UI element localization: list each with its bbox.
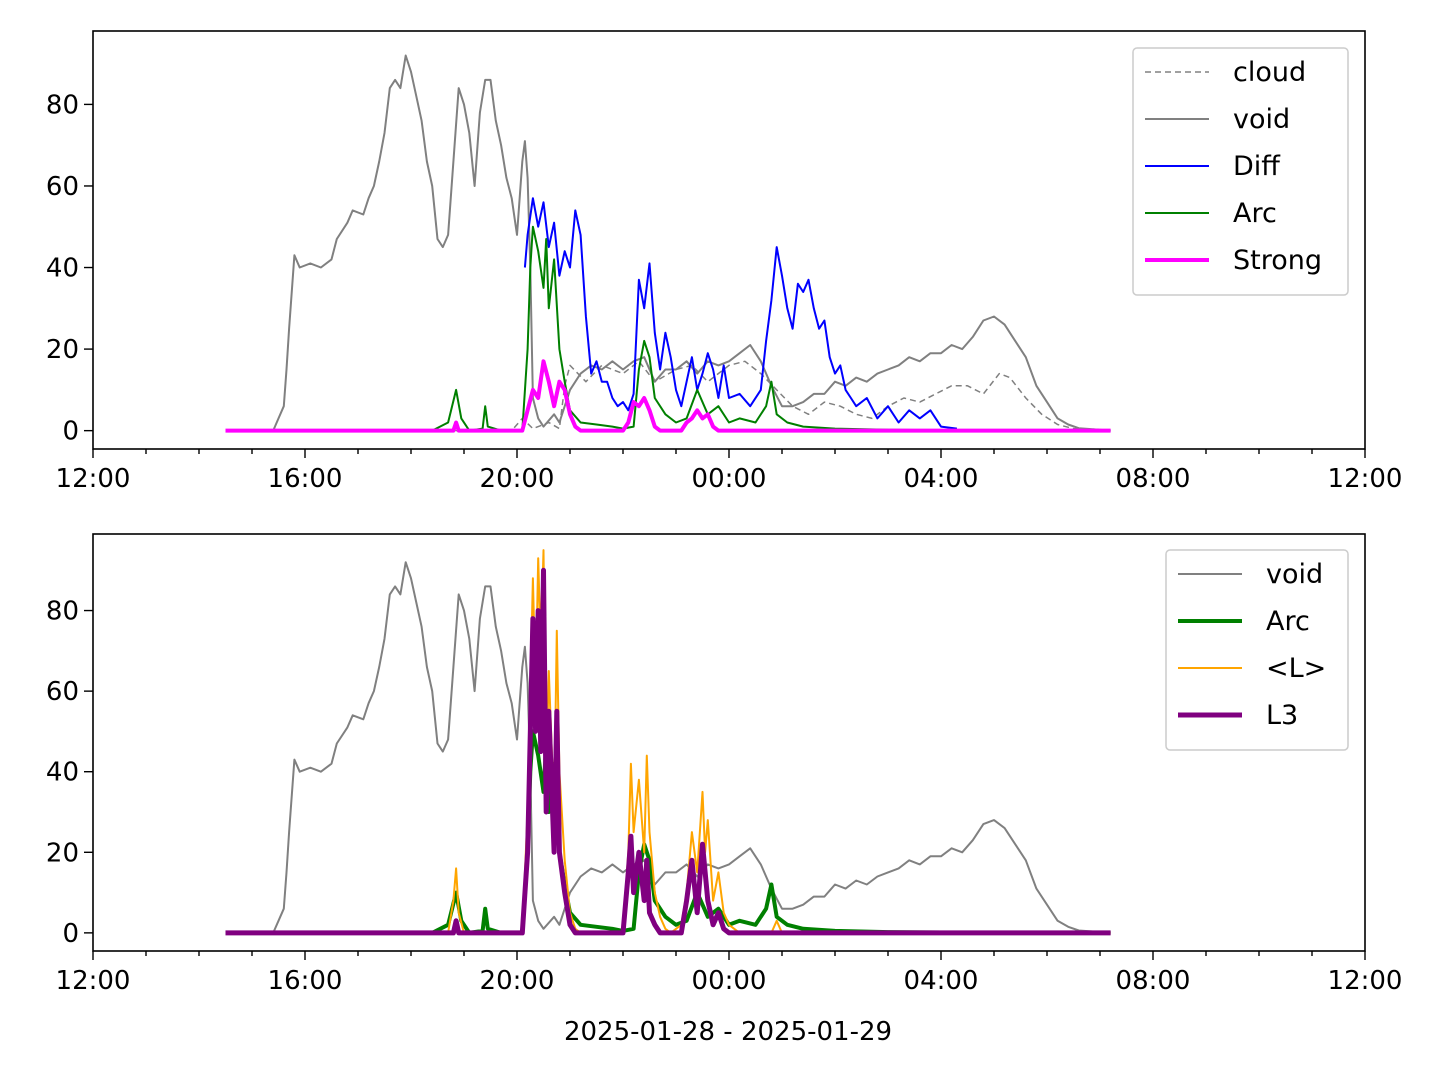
- y-tick-label: 20: [46, 335, 79, 365]
- series-line-l3: [225, 567, 1111, 936]
- series-line-arc: [225, 225, 1111, 432]
- x-tick-label: 12:00: [1328, 966, 1403, 996]
- x-tick-label: 08:00: [1116, 966, 1191, 996]
- x-tick-label: 20:00: [480, 966, 555, 996]
- series-line-l: [225, 549, 1111, 934]
- bottom-chart: 12:00 16:00 20:00 00:00 04:00 08:00 12:00 0 20 40…: [46, 533, 1403, 996]
- y-tick-label: 0: [62, 919, 79, 949]
- legend-label-void: void: [1233, 104, 1290, 135]
- x-tick-label: 20:00: [480, 464, 555, 494]
- x-tick-label: 04:00: [904, 966, 979, 996]
- series-line-void: [225, 54, 1111, 432]
- plot-area: [225, 54, 1111, 433]
- legend-label-strong: Strong: [1233, 245, 1322, 276]
- x-tick-label: 12:00: [1328, 464, 1403, 494]
- y-tick-label: 40: [46, 758, 79, 788]
- legend-box: [1132, 47, 1349, 296]
- legend: cloud void Diff Arc Strong: [1132, 47, 1349, 296]
- top-chart: 12:00 16:00 20:00 00:00 04:00 08:00 12:00 0 20 40…: [46, 30, 1403, 494]
- x-axis-label: 2025-01-28 - 2025-01-29: [564, 1017, 892, 1047]
- legend-label-arc: Arc: [1233, 198, 1277, 229]
- legend-label-l: <L>: [1266, 653, 1326, 684]
- y-tick-label: 60: [46, 172, 79, 202]
- y-tick-label: 40: [46, 254, 79, 284]
- x-tick-label: 16:00: [268, 464, 343, 494]
- legend-label-void: void: [1266, 559, 1323, 590]
- x-tick-label: 00:00: [692, 966, 767, 996]
- y-tick-label: 60: [46, 677, 79, 707]
- legend-label-diff: Diff: [1233, 151, 1281, 182]
- series-line-strong: [225, 359, 1111, 433]
- legend: void Arc <L> L3: [1165, 549, 1349, 751]
- x-tick-label: 16:00: [268, 966, 343, 996]
- y-tick-label: 80: [46, 597, 79, 627]
- x-tick-label: 08:00: [1116, 464, 1191, 494]
- y-tick-label: 0: [62, 417, 79, 447]
- y-tick-label: 80: [46, 90, 79, 120]
- y-tick-label: 20: [46, 838, 79, 868]
- x-tick-label: 04:00: [904, 464, 979, 494]
- legend-label-cloud: cloud: [1233, 57, 1306, 88]
- x-tick-label: 00:00: [692, 464, 767, 494]
- plot-area: [225, 549, 1111, 936]
- x-tick-label: 12:00: [56, 464, 131, 494]
- legend-label-arc: Arc: [1266, 606, 1310, 637]
- series-line-diff: [523, 197, 958, 430]
- series-line-arc: [225, 729, 1111, 935]
- x-tick-label: 12:00: [56, 966, 131, 996]
- legend-box: [1165, 549, 1349, 751]
- legend-label-l3: L3: [1266, 700, 1298, 731]
- series-line-cloud: [225, 360, 1111, 432]
- series-line-void: [225, 561, 1111, 934]
